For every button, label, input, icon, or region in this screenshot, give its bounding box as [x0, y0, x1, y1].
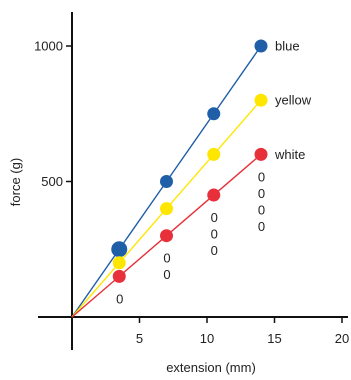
series-label-white: white [274, 147, 305, 162]
x-tick-label: 20 [335, 331, 349, 346]
data-point-yellow [254, 93, 268, 107]
data-point-yellow [207, 147, 221, 161]
tick-labels: 5 10 15 20 500 1000 [34, 39, 349, 347]
annotation-zero: 0 [211, 243, 218, 258]
annotation-zero: 0 [211, 227, 218, 242]
x-axis-title: extension (mm) [166, 360, 256, 375]
x-tick-label: 10 [200, 331, 214, 346]
annotation-zero: 0 [116, 291, 123, 306]
y-tick-label: 1000 [34, 39, 63, 54]
y-tick-label: 500 [41, 174, 63, 189]
annotation-zero: 0 [163, 251, 170, 266]
data-point-white [112, 269, 126, 283]
x-tick-label: 15 [267, 331, 281, 346]
data-point-blue [160, 175, 173, 188]
annotation-zero: 0 [211, 210, 218, 225]
data-point-blue [207, 107, 221, 121]
annotation-zero: 0 [258, 186, 265, 201]
data-point-yellow [112, 256, 126, 270]
ticks [66, 45, 343, 323]
annotation-zero: 0 [258, 169, 265, 184]
annotation-zero: 0 [258, 202, 265, 217]
series-label-yellow: yellow [275, 93, 312, 108]
data-point-blue [254, 39, 268, 53]
series-points [111, 39, 268, 283]
annotation-zero: 0 [163, 267, 170, 282]
y-axis-title: force (g) [8, 158, 23, 206]
data-point-yellow [160, 202, 173, 216]
series-labels: blue yellow white [274, 39, 312, 162]
data-point-blue [111, 241, 128, 258]
x-tick-label: 5 [136, 331, 143, 346]
series-label-blue: blue [275, 39, 300, 54]
data-point-white [254, 147, 268, 161]
data-point-white [207, 188, 221, 202]
annotation-zero: 0 [258, 219, 265, 234]
data-point-white [160, 229, 173, 243]
